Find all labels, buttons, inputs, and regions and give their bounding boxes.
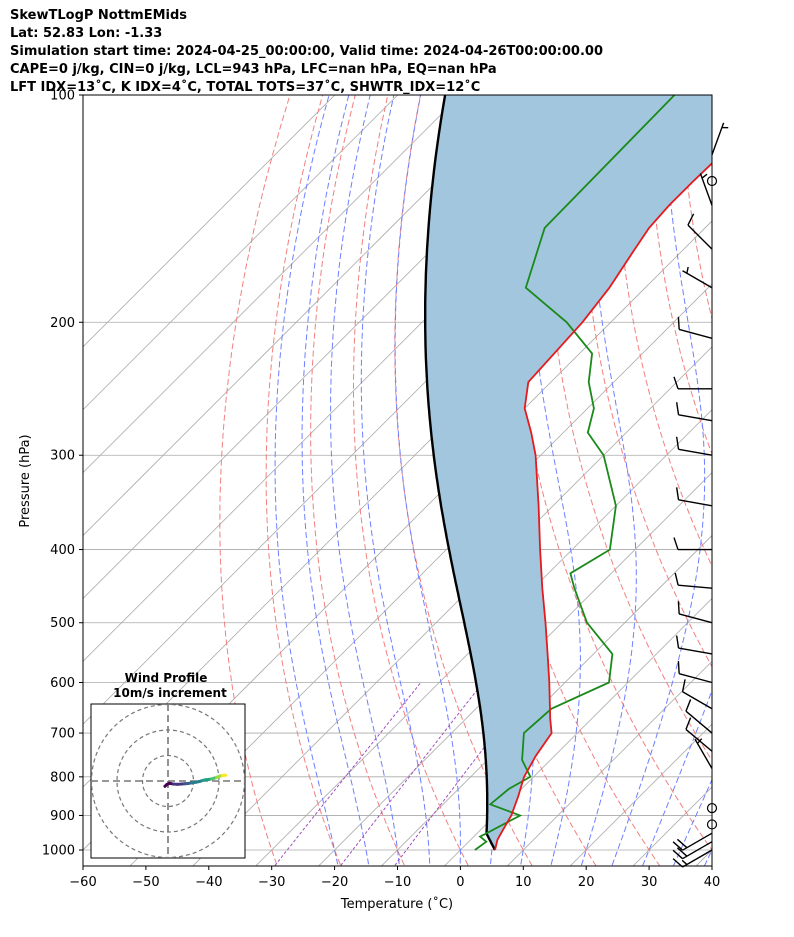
isotherm-line bbox=[443, 597, 712, 866]
moist-adiabat-line bbox=[360, 95, 431, 866]
x-axis-label: Temperature (˚C) bbox=[340, 896, 453, 912]
temperature-line bbox=[494, 162, 712, 851]
x-tick-label: 10 bbox=[515, 875, 532, 890]
wind-barb bbox=[673, 537, 712, 551]
y-tick-label: 300 bbox=[50, 449, 75, 464]
mixing-ratio-line bbox=[273, 682, 422, 866]
wind-barb bbox=[675, 436, 713, 456]
wind-barb bbox=[694, 738, 713, 769]
x-tick-label: −50 bbox=[132, 875, 159, 890]
dry-adiabat-line bbox=[712, 61, 794, 882]
wind-barb bbox=[699, 173, 713, 206]
isotherm-line bbox=[744, 61, 794, 882]
y-tick-label: 1000 bbox=[42, 844, 75, 859]
isotherm-line bbox=[192, 346, 712, 866]
y-tick-label: 500 bbox=[50, 616, 75, 631]
dry-adiabat-line bbox=[680, 95, 712, 321]
dewpoint-line bbox=[474, 95, 676, 851]
hodograph-inset: Wind Profile 10m/s increment bbox=[90, 671, 246, 859]
wind-barb bbox=[685, 699, 713, 734]
title-station: SkewTLogP NottmEMids bbox=[10, 8, 188, 23]
x-tick-label: −30 bbox=[258, 875, 285, 890]
wind-barb bbox=[681, 679, 713, 710]
isotherm-line bbox=[318, 472, 712, 866]
dry-adiabat-line bbox=[615, 95, 712, 568]
wind-barb bbox=[677, 316, 713, 339]
wind-barb bbox=[672, 849, 713, 868]
y-tick-label: 400 bbox=[50, 543, 75, 558]
y-tick-label: 900 bbox=[50, 809, 75, 824]
wind-barb bbox=[674, 572, 713, 589]
wind-barb bbox=[677, 661, 713, 684]
wind-barb bbox=[677, 601, 713, 624]
title-location: Lat: 52.83 Lon: -1.33 bbox=[10, 26, 163, 41]
dry-adiabat-line bbox=[353, 95, 470, 866]
dry-adiabat-line bbox=[546, 95, 712, 762]
profile-lines bbox=[424, 95, 712, 851]
x-tick-label: −40 bbox=[195, 875, 222, 890]
wind-barb bbox=[675, 402, 713, 422]
dry-adiabat-line bbox=[265, 95, 342, 866]
x-tick-label: 40 bbox=[704, 875, 721, 890]
x-tick-label: −10 bbox=[384, 875, 411, 890]
wind-barb bbox=[687, 213, 713, 250]
y-tick-label: 100 bbox=[50, 89, 75, 104]
x-tick-label: 30 bbox=[641, 875, 658, 890]
dry-adiabat-line bbox=[310, 95, 406, 866]
x-tick-label: −20 bbox=[321, 875, 348, 890]
y-tick-label: 700 bbox=[50, 727, 75, 742]
x-tick-label: 0 bbox=[456, 875, 464, 890]
moist-adiabat-line bbox=[672, 778, 712, 866]
isotherm-line bbox=[83, 95, 336, 348]
wind-barb bbox=[706, 175, 718, 187]
moist-adiabat-line bbox=[274, 95, 339, 866]
title-indices-cape: CAPE=0 j/kg, CIN=0 j/kg, LCL=943 hPa, LF… bbox=[10, 62, 497, 77]
isotherm-line bbox=[506, 660, 712, 866]
isotherm-line bbox=[695, 849, 712, 866]
wind-barb bbox=[675, 487, 713, 507]
isotherm-line bbox=[83, 95, 462, 474]
mixing-ratio-line bbox=[339, 682, 484, 866]
y-axis: 100 200 300 400 500 600 700 800 900 1000 bbox=[42, 89, 83, 859]
cape-cin-shading bbox=[425, 95, 712, 850]
wind-barb bbox=[675, 635, 713, 655]
wind-barbs bbox=[672, 122, 729, 868]
hodograph-title: Wind Profile bbox=[125, 671, 208, 685]
x-axis: −60 −50 −40 −30 −20 −10 0 10 20 30 40 bbox=[69, 866, 720, 890]
wind-barb bbox=[685, 717, 713, 752]
isotherm-line bbox=[83, 95, 525, 537]
wind-barb bbox=[672, 841, 713, 860]
wind-barb bbox=[706, 802, 718, 814]
isotherm-line bbox=[83, 95, 399, 411]
y-axis-label: Pressure (hPa) bbox=[18, 434, 33, 527]
dry-adiabat-line bbox=[219, 95, 291, 866]
x-tick-label: 20 bbox=[578, 875, 595, 890]
dry-adiabat-line bbox=[776, 61, 794, 882]
cin-shaded-area bbox=[425, 95, 712, 850]
title-times: Simulation start time: 2024-04-25_00:00:… bbox=[10, 44, 603, 59]
wind-barb bbox=[672, 832, 713, 851]
chart-header: SkewTLogP NottmEMids Lat: 52.83 Lon: -1.… bbox=[10, 7, 603, 97]
moist-adiabat-line bbox=[301, 95, 370, 866]
dry-adiabat-line bbox=[581, 95, 712, 668]
moist-adiabat-line bbox=[394, 95, 461, 866]
y-tick-label: 200 bbox=[50, 316, 75, 331]
moist-adiabat-line bbox=[527, 95, 581, 866]
hodograph-subtitle: 10m/s increment bbox=[113, 686, 227, 700]
y-tick-label: 600 bbox=[50, 676, 75, 691]
wind-barb bbox=[673, 376, 712, 390]
x-tick-label: −60 bbox=[69, 875, 96, 890]
title-indices-stability: LFT IDX=13˚C, K IDX=4˚C, TOTAL TOTS=37˚C… bbox=[10, 80, 481, 95]
moist-adiabat-line bbox=[330, 95, 400, 866]
parcel-profile-line bbox=[424, 95, 497, 851]
wind-barb bbox=[682, 266, 713, 289]
wind-barb bbox=[706, 819, 718, 830]
wind-barb bbox=[711, 122, 729, 156]
y-tick-label: 800 bbox=[50, 770, 75, 785]
dry-adiabat-line bbox=[744, 61, 794, 882]
